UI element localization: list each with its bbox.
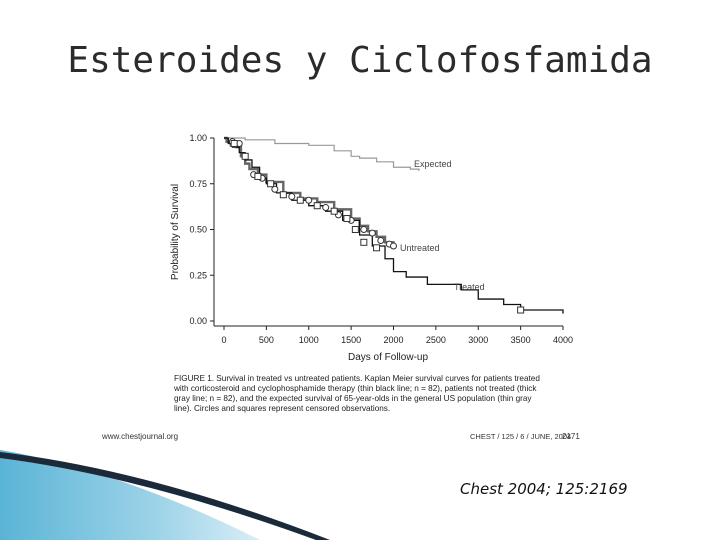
x-tick-label: 1500 xyxy=(341,335,361,345)
series-line-treated xyxy=(224,137,564,314)
series-label-treated: Treated xyxy=(454,282,485,292)
censor-circle xyxy=(390,242,397,250)
x-tick-label: 2000 xyxy=(383,335,403,345)
x-axis-label: Days of Follow-up xyxy=(348,352,428,363)
swoosh-blue xyxy=(0,450,260,540)
y-tick-label: 0.00 xyxy=(189,316,207,326)
series-layer xyxy=(224,136,564,314)
censor-square xyxy=(279,191,287,199)
censor-circle xyxy=(305,196,313,204)
y-axis-label: Probability of Survival xyxy=(170,184,181,280)
censor-circle xyxy=(322,204,330,212)
series-label-untreated: Untreated xyxy=(400,243,440,253)
censor-square xyxy=(313,202,321,210)
survival-chart: Probability of Survival Days of Follow-u… xyxy=(101,133,580,441)
swoosh-dark xyxy=(0,452,330,540)
censor-square xyxy=(373,244,381,252)
censor-circle xyxy=(360,226,368,233)
series-line-expected xyxy=(224,137,420,171)
censor-square xyxy=(254,172,262,180)
y-tick-label: 0.75 xyxy=(189,179,207,189)
x-tick-label: 3500 xyxy=(511,335,531,345)
y-tick-label: 1.00 xyxy=(189,133,207,143)
censor-square xyxy=(296,196,304,204)
figure-image: Probability of Survival Days of Follow-u… xyxy=(96,128,596,446)
page-number: 2171 xyxy=(562,432,580,441)
censor-circle xyxy=(377,236,385,244)
x-ticks: 0 500 1000 1500 2000 2500 3000 3500 4000 xyxy=(221,326,573,345)
figure-caption: FIGURE 1. Survival in treated vs untreat… xyxy=(173,374,540,413)
x-tick-label: 3000 xyxy=(468,335,488,345)
censor-square xyxy=(230,139,238,147)
x-tick-label: 0 xyxy=(221,335,226,345)
slide-title: Esteroides y Ciclofosfamida xyxy=(67,40,653,81)
censor-square xyxy=(330,207,338,215)
caption-line: with corticosteroid and cyclophosphamide… xyxy=(173,384,537,393)
censor-circle xyxy=(368,229,376,237)
censor-circle xyxy=(271,185,279,193)
journal-issue: CHEST / 125 / 6 / JUNE, 2004 xyxy=(470,432,571,441)
caption-line: FIGURE 1. Survival in treated vs untreat… xyxy=(174,374,540,383)
y-tick-label: 0.25 xyxy=(189,270,207,280)
x-tick-label: 500 xyxy=(259,335,274,345)
censor-square xyxy=(360,238,368,246)
censor-square xyxy=(241,152,249,160)
series-line-untreated xyxy=(224,136,395,246)
series-label-expected: Expected xyxy=(414,159,452,169)
censor-layer xyxy=(228,138,525,314)
y-tick-label: 0.50 xyxy=(189,225,207,235)
censor-square xyxy=(517,306,525,314)
y-ticks: 0.00 0.25 0.50 0.75 1.00 xyxy=(189,133,214,326)
x-tick-label: 1000 xyxy=(299,335,319,345)
caption-line: line). Circles and squares represent cen… xyxy=(174,404,390,413)
censor-square xyxy=(267,180,275,188)
x-tick-label: 2500 xyxy=(426,335,446,345)
citation: Chest 2004; 125:2169 xyxy=(460,480,628,498)
censor-circle xyxy=(288,193,296,201)
x-tick-label: 4000 xyxy=(553,335,573,345)
caption-line: gray line; n = 82), and the expected sur… xyxy=(174,394,532,403)
journal-url: www.chestjournal.org xyxy=(101,432,178,441)
censor-square xyxy=(351,226,359,233)
censor-square xyxy=(343,215,351,223)
